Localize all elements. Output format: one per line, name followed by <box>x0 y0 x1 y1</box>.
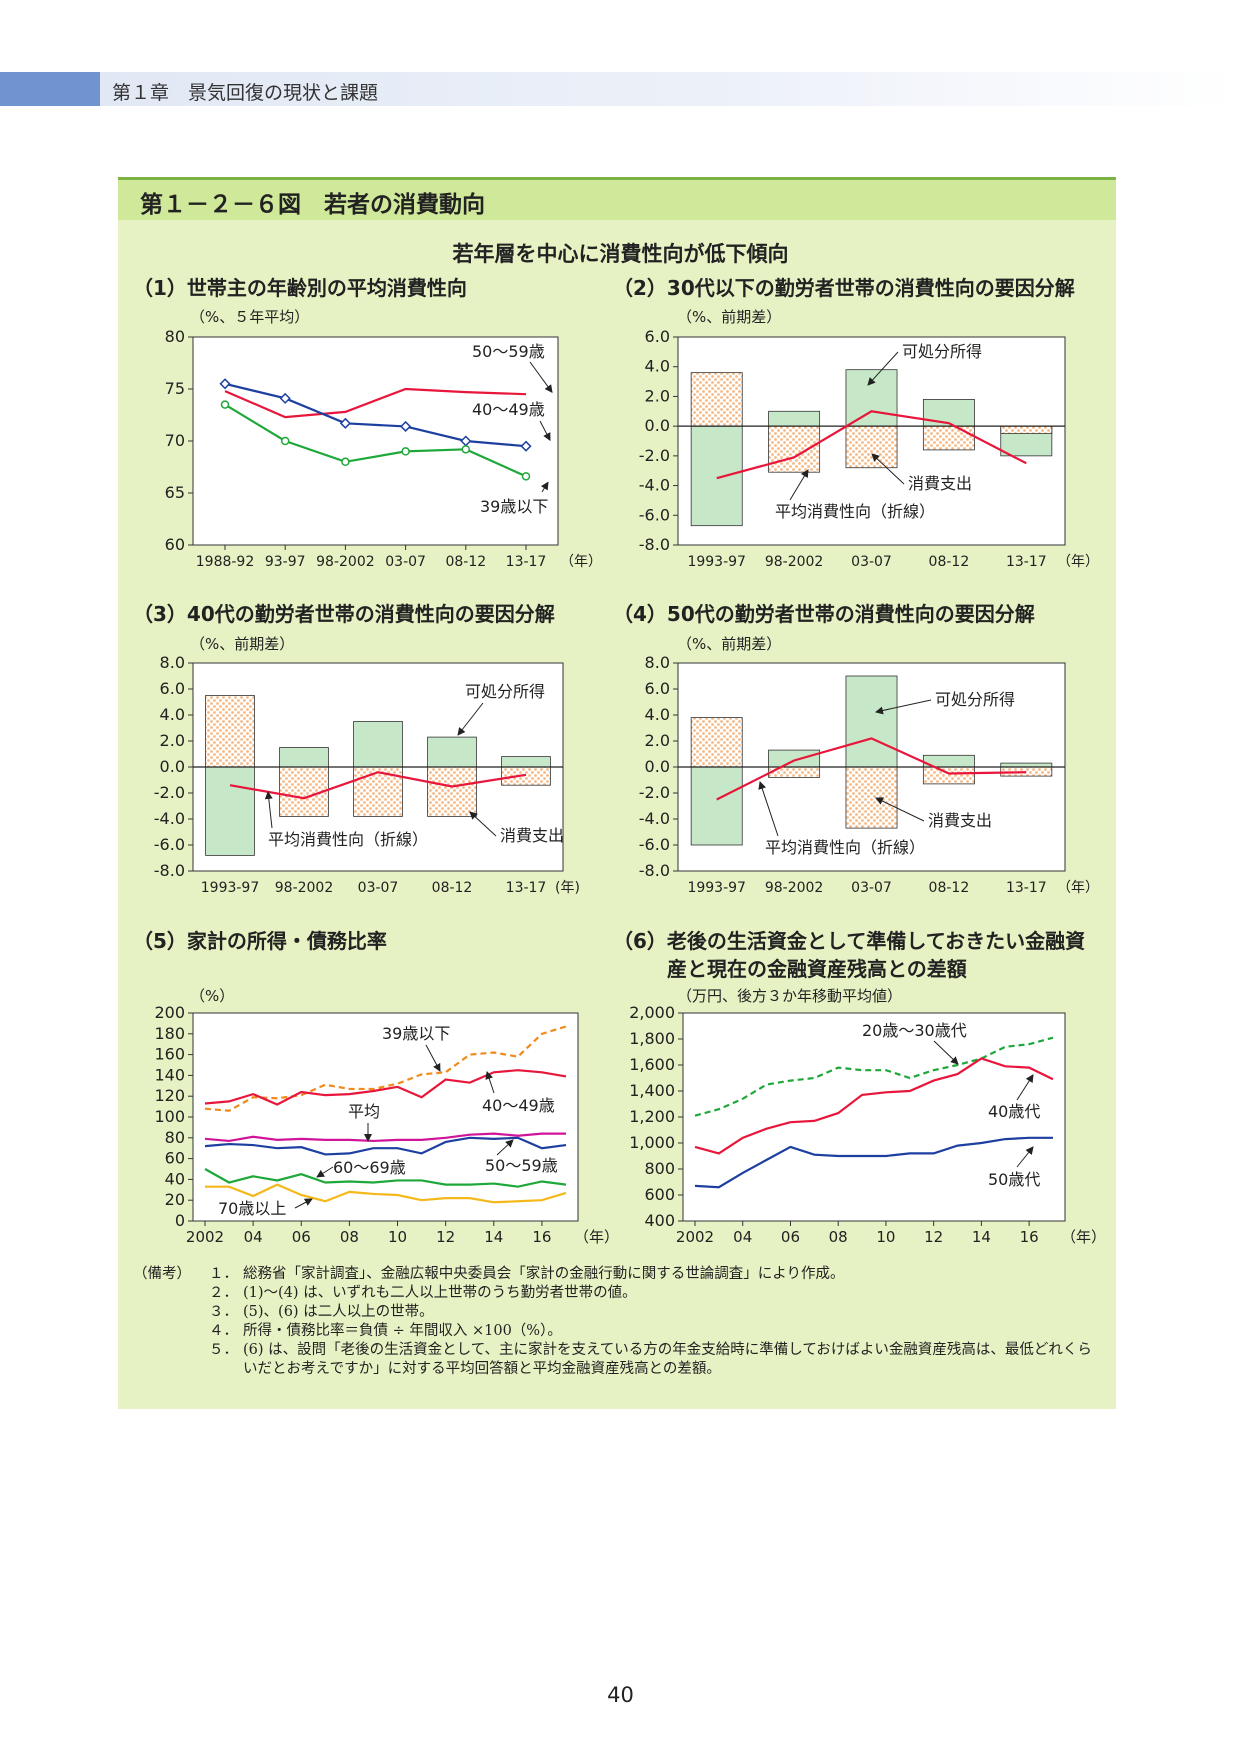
panel1-title: （1）世帯主の年齢別の平均消費性向 <box>133 276 467 300</box>
note-num: ４． <box>209 1323 238 1339</box>
panel6-title-line2: 産と現在の金融資産残高との差額 <box>667 957 967 981</box>
panel4-unit: （%、前期差） <box>677 635 782 653</box>
panel4-title: （4）50代の勤労者世帯の消費性向の要因分解 <box>613 602 1035 626</box>
note-text: (1)～(4) は、いずれも二人以上世帯のうち勤労者世帯の値。 <box>243 1285 637 1301</box>
figure-titlebar <box>118 177 1116 220</box>
note-num: ５． <box>209 1342 238 1358</box>
note-text: 総務省「家計調査」、金融広報中央委員会「家計の金融行動に関する世論調査」により作… <box>243 1266 845 1282</box>
figure-title: 第１－２－６図 若者の消費動向 <box>140 192 485 218</box>
note-text: (6) は、設問「老後の生活資金として、主に家計を支えている方の年金支給時に準備… <box>243 1342 1092 1377</box>
page-number: 40 <box>607 1683 634 1707</box>
panel3-title: （3）40代の勤労者世帯の消費性向の要因分解 <box>133 602 555 626</box>
note-num: ２． <box>209 1285 238 1301</box>
note-text: (5)、(6) は二人以上の世帯。 <box>243 1304 434 1320</box>
panel2-unit: （%、前期差） <box>677 308 782 326</box>
header-strip <box>0 72 1241 106</box>
panel1-unit: （%、５年平均） <box>190 308 310 326</box>
note-num: ３． <box>209 1304 238 1320</box>
figure-panel <box>118 177 1116 1409</box>
note-text: 所得・債務比率＝負債 ÷ 年間収入 ×100（%）。 <box>243 1323 562 1339</box>
panel6-title: （6）老後の生活資金として準備しておきたい金融資 <box>613 929 1086 953</box>
figure-subtitle: 若年層を中心に消費性向が低下傾向 <box>452 242 789 266</box>
chapter-title: 第１章 景気回復の現状と課題 <box>112 82 379 104</box>
panel5-title: （5）家計の所得・債務比率 <box>133 929 387 953</box>
panel3-unit: （%、前期差） <box>190 635 295 653</box>
notes-head: （備考） <box>133 1266 191 1282</box>
panel6-unit: （万円、後方３か年移動平均値） <box>677 987 903 1005</box>
notes: （備考） １． 総務省「家計調査」、金融広報中央委員会「家計の金融行動に関する世論調… <box>133 1265 1103 1379</box>
panel2-title: （2）30代以下の勤労者世帯の消費性向の要因分解 <box>613 276 1075 300</box>
panel5-unit: （%） <box>190 987 235 1005</box>
header-accent <box>0 72 100 106</box>
note-num: １． <box>209 1266 238 1282</box>
